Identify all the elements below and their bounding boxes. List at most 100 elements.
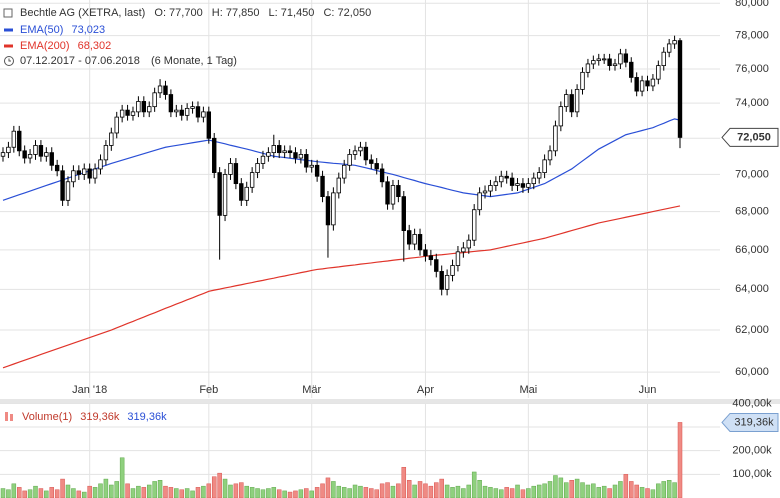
volume-bar (591, 483, 596, 498)
volume-bar (233, 483, 239, 498)
candle-body (574, 88, 580, 113)
volume-bar (125, 483, 130, 498)
candle-body (417, 234, 423, 251)
volume-bar (347, 488, 352, 498)
volume-bar (558, 477, 564, 498)
volume-bar (222, 478, 228, 498)
y-tick-label: 70,000 (735, 168, 769, 180)
panel-separator (0, 399, 780, 404)
candle-body (439, 271, 444, 290)
candle-body (515, 183, 520, 186)
volume-bar (163, 485, 168, 498)
volume-bar (44, 490, 49, 498)
volume-bar (509, 488, 515, 498)
candle-body (157, 85, 163, 94)
volume-bar (249, 487, 255, 498)
x-tick-label: Jan '18 (72, 384, 107, 396)
volume-bar (190, 490, 195, 498)
volume-bar (314, 487, 320, 498)
volume-bar (16, 487, 22, 498)
candle-body (82, 168, 87, 175)
candle-body (477, 192, 482, 211)
volume-bar (244, 485, 249, 498)
volume-bar (92, 487, 98, 498)
volume-bar (569, 480, 574, 498)
candle-body (239, 183, 244, 201)
volume-bar (352, 484, 358, 498)
y-tick-label: 64,000 (735, 283, 769, 295)
volume-bar (580, 482, 585, 498)
candle-body (466, 239, 471, 249)
volume-bar (515, 484, 520, 498)
y-tick-label: 74,000 (735, 97, 769, 109)
candle-body (482, 190, 488, 194)
y-tick-label: 62,000 (735, 324, 769, 336)
candle-body (54, 164, 60, 172)
y-tick-label: 100,00k (732, 468, 772, 480)
volume-bar (109, 484, 114, 498)
candle-body (314, 164, 320, 177)
candle-body (266, 152, 271, 157)
volume-bar (542, 483, 547, 498)
volume-legend-line: Volume(1) 319,36k 319,36k (22, 411, 167, 423)
volume-bar (309, 490, 314, 498)
candle-body (547, 150, 553, 161)
volume-bar (374, 489, 379, 498)
volume-bar (471, 471, 477, 498)
candle-body (255, 163, 260, 173)
volume-bar (656, 483, 661, 498)
candle-body (374, 163, 379, 170)
legend: Bechtle AG (XETRA, last) O: 77,700 H: 77… (3, 7, 371, 67)
legend-entry: EMA(200) 68,302 (20, 40, 111, 52)
volume-bar (260, 489, 266, 498)
candle-body (396, 185, 401, 198)
candle-body (434, 259, 439, 272)
volume-bar (6, 489, 11, 498)
volume-bar (11, 483, 17, 498)
candle-body (412, 234, 417, 245)
volume-bar (157, 480, 163, 498)
volume-bar (488, 487, 493, 498)
candle-body (363, 146, 369, 161)
candle-body (27, 154, 33, 159)
candle-body (11, 130, 17, 148)
candle-body (591, 60, 596, 65)
volume-bar (450, 487, 455, 498)
y-tick-label: 400,00k (732, 397, 772, 409)
volume-bar (33, 485, 38, 498)
candle-body (666, 43, 672, 53)
candle-body (249, 172, 255, 188)
candle-body (109, 132, 114, 146)
y-tick-label: 76,000 (735, 63, 769, 75)
candle-body (163, 85, 168, 95)
candle-body (455, 251, 461, 266)
candle-body (406, 230, 412, 245)
volume-bar (0, 488, 6, 498)
volume-bar (168, 487, 174, 498)
volume-bar (455, 485, 461, 498)
volume-bar (201, 485, 206, 498)
candle-body (542, 159, 547, 173)
volume-bar (396, 483, 401, 498)
last-volume-label: 319,36k (734, 416, 774, 428)
legend-name: EMA(200) (20, 40, 70, 52)
candle-body (580, 71, 585, 90)
volume-bar (645, 488, 650, 498)
volume-bar (623, 474, 629, 498)
volume-bar (76, 490, 82, 498)
period: 07.12.2017 - 07.06.2018 (20, 55, 140, 67)
candle-body (184, 107, 190, 116)
candle-body (92, 168, 98, 179)
volume-bar (65, 484, 71, 498)
volume-bar (228, 484, 233, 498)
volume-bar (423, 483, 428, 498)
candle-body (471, 209, 477, 241)
y-tick-label: 80,000 (735, 0, 769, 9)
volume-bar (596, 487, 602, 498)
y-tick-label: 68,000 (735, 206, 769, 218)
candle-body (661, 51, 666, 67)
volume-bar (81, 491, 87, 498)
candle-body (222, 174, 228, 216)
candle-body (488, 185, 493, 192)
candle-body (639, 80, 645, 92)
